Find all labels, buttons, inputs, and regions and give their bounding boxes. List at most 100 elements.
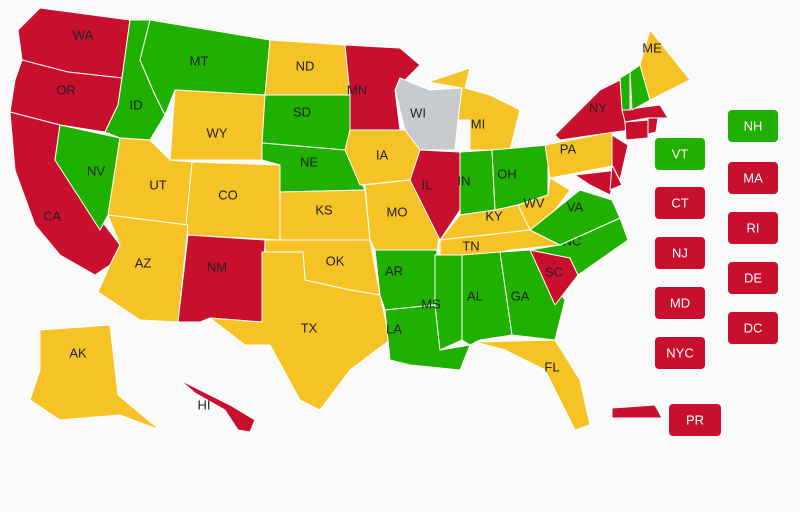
state-label: UT xyxy=(149,177,166,192)
state-label: WA xyxy=(73,27,94,42)
state: CO xyxy=(184,161,281,241)
state-label: NY xyxy=(589,100,607,115)
state-label: MO xyxy=(387,204,408,219)
state-label: ME xyxy=(642,40,662,55)
state: WI xyxy=(394,77,463,151)
state-label: MN xyxy=(347,82,367,97)
state: SC xyxy=(529,249,579,306)
state-label: ND xyxy=(296,58,315,73)
state-shape xyxy=(261,94,351,151)
state-label: PA xyxy=(560,141,577,156)
state-shape xyxy=(54,124,121,231)
state: RI xyxy=(647,117,778,244)
state-label: DE xyxy=(744,270,762,285)
state-label: GA xyxy=(511,288,530,303)
state-label: NH xyxy=(744,118,763,133)
state-label: RI xyxy=(747,220,760,235)
state-shape xyxy=(409,149,461,241)
state-shape xyxy=(499,249,566,341)
state-box xyxy=(728,262,778,294)
state-label: FL xyxy=(544,359,559,374)
state-shape xyxy=(574,169,619,196)
state: MI xyxy=(427,67,521,151)
state-shape xyxy=(179,379,256,433)
state: MA xyxy=(621,104,778,194)
state: WV xyxy=(517,177,571,231)
state-shape xyxy=(611,134,629,181)
state-shape xyxy=(624,119,649,141)
state-label: SC xyxy=(545,264,563,279)
state-box xyxy=(728,212,778,244)
state: AK xyxy=(29,324,161,431)
state-label: KS xyxy=(315,202,333,217)
state-shape xyxy=(29,324,161,431)
state-box xyxy=(655,287,705,319)
state-label: MA xyxy=(743,170,763,185)
state-label: VA xyxy=(567,199,584,214)
state-box xyxy=(669,404,721,436)
state: VT xyxy=(619,71,705,170)
state-label: CA xyxy=(43,208,61,223)
state-label: OR xyxy=(56,82,76,97)
state: ND xyxy=(264,39,351,96)
state: DE xyxy=(609,164,778,294)
state: NY xyxy=(554,79,631,141)
state-label: TX xyxy=(301,320,318,335)
state-label: MT xyxy=(190,53,209,68)
state-box xyxy=(728,162,778,194)
state: FL xyxy=(474,339,591,431)
state-label: HI xyxy=(198,397,211,412)
state-shape xyxy=(647,117,659,135)
state-shape xyxy=(427,67,521,151)
state: NYC xyxy=(655,337,705,369)
state: CT xyxy=(624,119,705,219)
state-label: OH xyxy=(497,166,517,181)
state: SD xyxy=(261,94,351,151)
state-label: VT xyxy=(672,146,689,161)
state: MD xyxy=(574,169,705,319)
state-label: AZ xyxy=(135,255,152,270)
state-shape xyxy=(474,339,591,431)
state: NH xyxy=(629,64,778,142)
state: DC xyxy=(728,312,778,344)
state: IN xyxy=(458,149,496,216)
state-shape xyxy=(394,77,463,151)
state: AZ xyxy=(97,214,189,323)
state-label: SD xyxy=(293,104,311,119)
state: IA xyxy=(344,129,421,186)
state: NM xyxy=(177,234,266,323)
state-label: AR xyxy=(385,263,403,278)
state: MS xyxy=(421,254,463,351)
state-box xyxy=(655,237,705,269)
state-label: NM xyxy=(207,259,227,274)
state: AR xyxy=(374,249,438,311)
state-label: ID xyxy=(130,97,143,112)
state: NJ xyxy=(611,134,705,269)
state-label: LA xyxy=(386,321,402,336)
state-shape xyxy=(639,29,691,101)
state-shape xyxy=(177,234,266,323)
state-label: PR xyxy=(686,412,704,427)
state-label: WY xyxy=(207,125,228,140)
state-box xyxy=(655,138,705,170)
state: TX xyxy=(209,251,391,411)
state-label: NJ xyxy=(672,245,688,260)
state: ME xyxy=(639,29,691,101)
state-label: IN xyxy=(458,173,471,188)
state-label: NV xyxy=(87,163,105,178)
state-label: NE xyxy=(300,154,318,169)
state-shape xyxy=(97,214,189,323)
state-box xyxy=(728,110,778,142)
state-label: NYC xyxy=(666,345,693,360)
state: PR xyxy=(611,404,721,436)
state: GA xyxy=(499,249,566,341)
state-shape xyxy=(619,71,631,111)
state-label: MD xyxy=(670,295,690,310)
state-label: KY xyxy=(485,208,503,223)
state-label: CT xyxy=(671,195,688,210)
state: IL xyxy=(409,149,461,241)
state-shape xyxy=(611,404,663,419)
state-box xyxy=(655,187,705,219)
state-box xyxy=(728,312,778,344)
